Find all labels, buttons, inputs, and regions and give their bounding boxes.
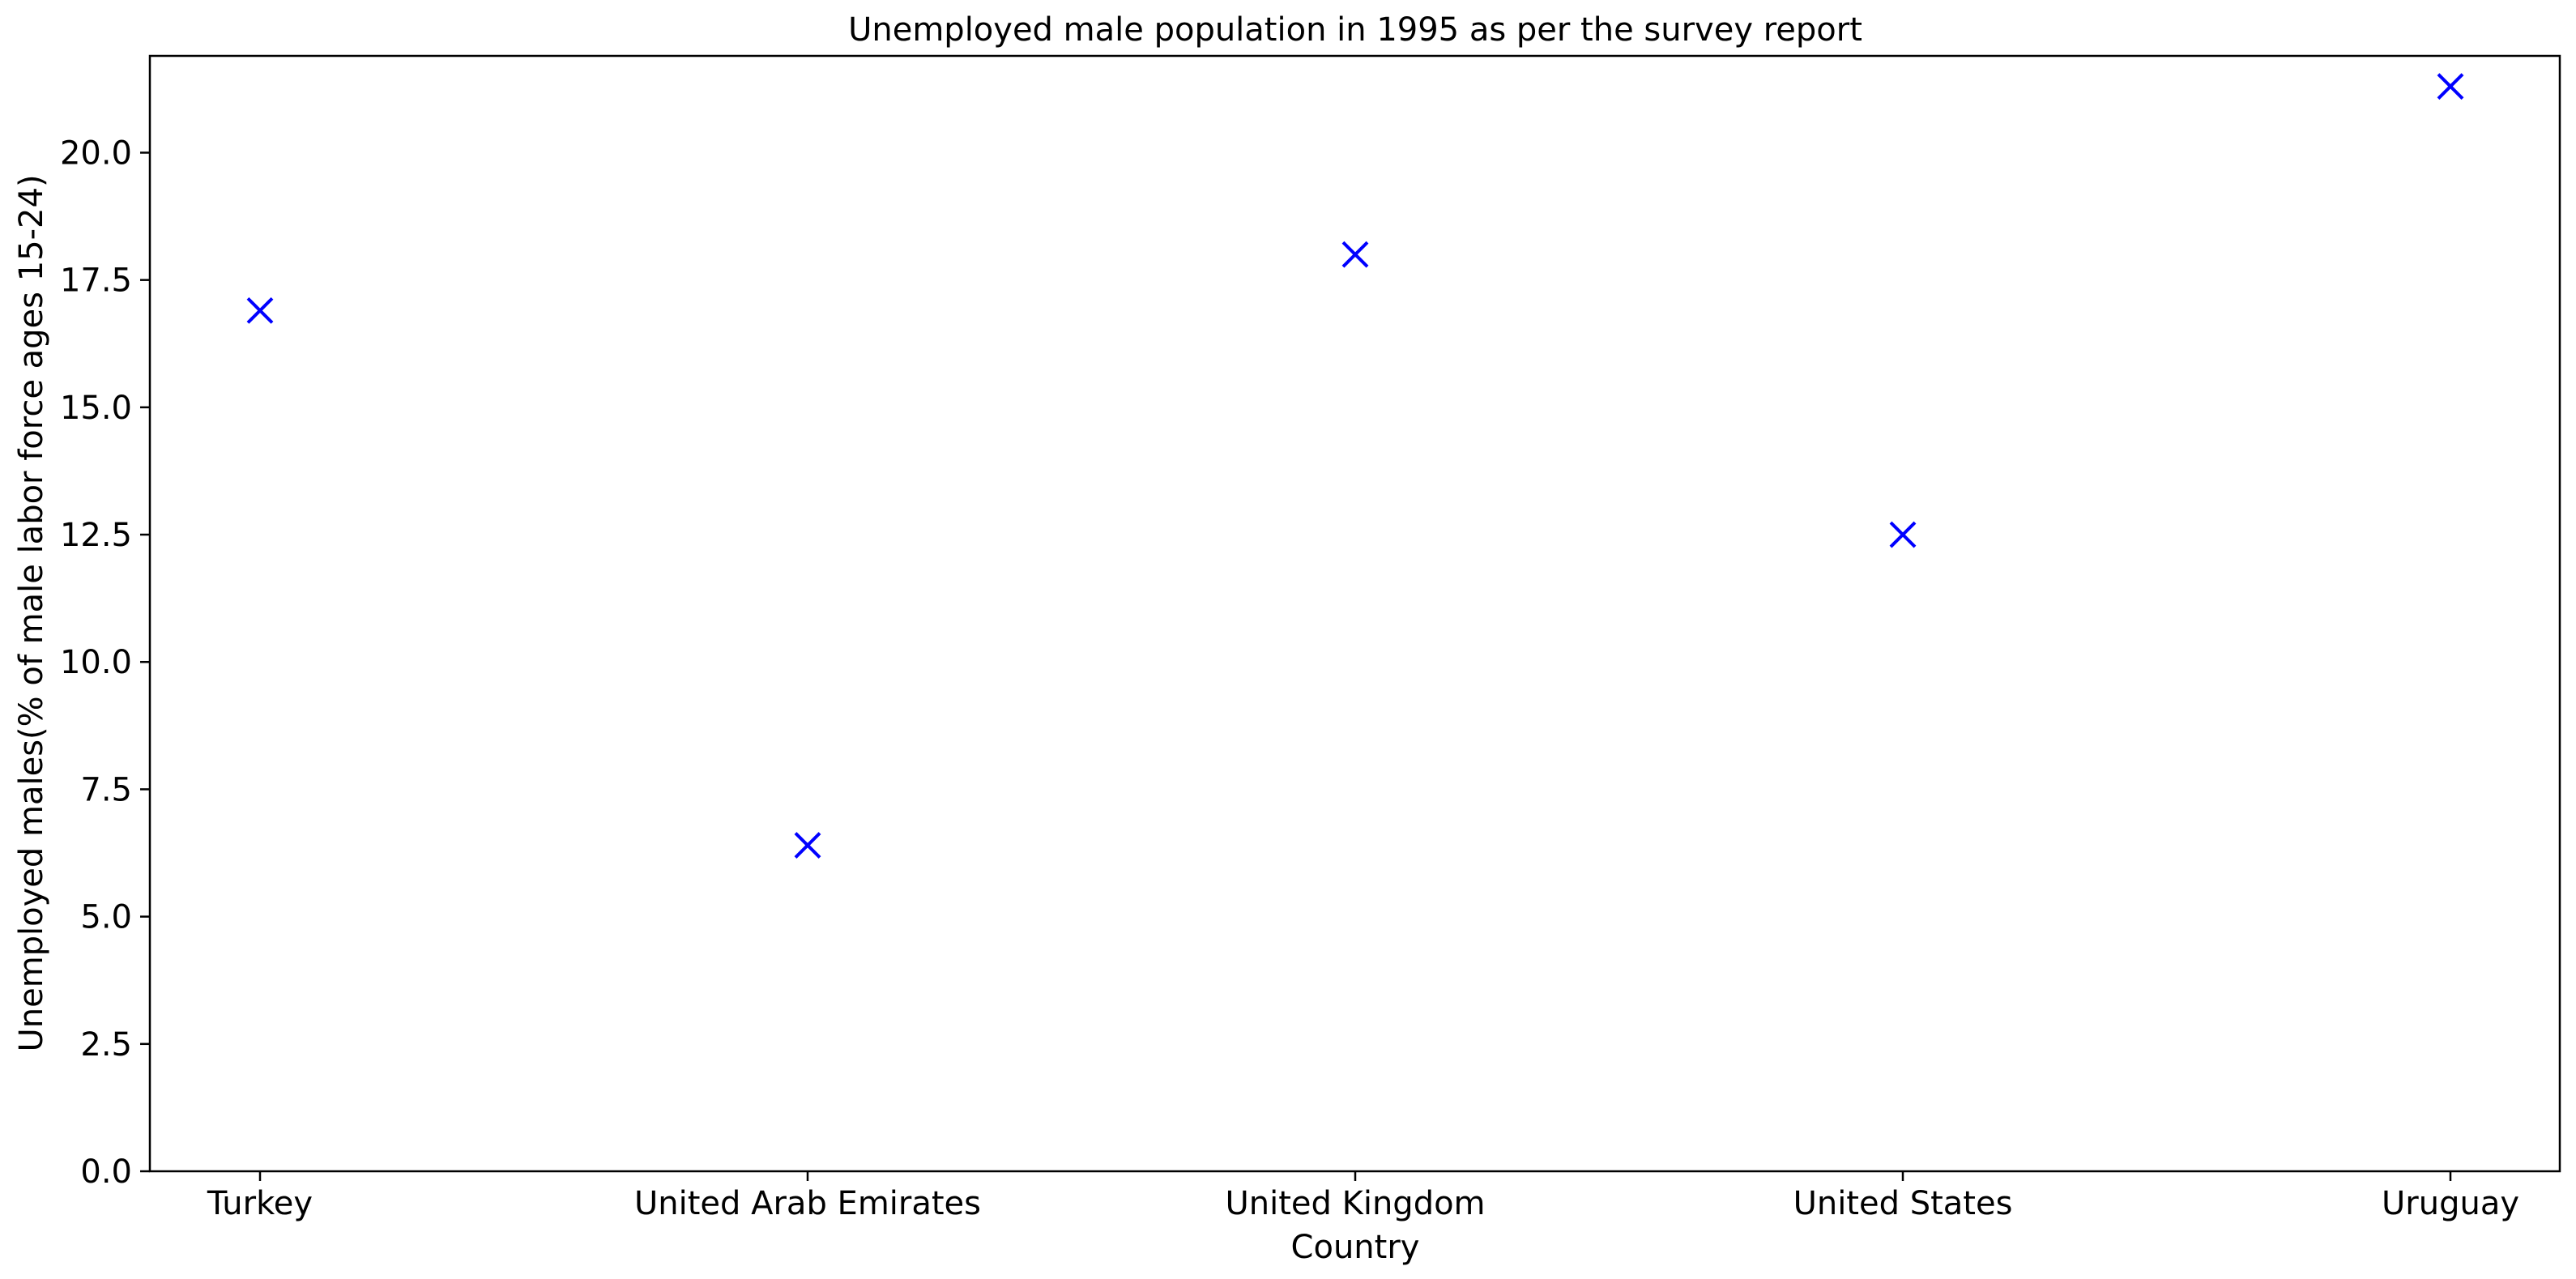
y-axis-label: Unemployed males(% of male labor force a… <box>13 174 50 1051</box>
x-tick-label: United Kingdom <box>1225 1185 1485 1222</box>
y-tick-label: 20.0 <box>60 134 132 172</box>
chart-title: Unemployed male population in 1995 as pe… <box>848 11 1862 49</box>
y-tick-label: 15.0 <box>60 390 132 427</box>
x-tick-label: Uruguay <box>2382 1185 2519 1222</box>
data-point-marker <box>1341 241 1369 268</box>
data-point-marker <box>794 832 821 859</box>
y-tick-label: 5.0 <box>80 899 132 936</box>
plot-frame <box>148 54 2561 1173</box>
x-axis-label: Country <box>1291 1229 1420 1266</box>
x-tick-label: United Arab Emirates <box>634 1185 981 1222</box>
y-tick-label: 7.5 <box>80 771 132 808</box>
x-tick-label: Turkey <box>207 1185 313 1222</box>
y-tick-label: 12.5 <box>60 517 132 554</box>
data-points <box>246 73 2464 859</box>
y-tick-label: 17.5 <box>60 262 132 300</box>
y-tick-label: 0.0 <box>80 1153 132 1191</box>
y-axis: 0.0 2.5 5.0 7.5 10.0 12.5 15.0 17.5 20.0 <box>60 134 150 1191</box>
data-point-marker <box>246 296 274 324</box>
x-tick-label: United States <box>1793 1185 2013 1222</box>
data-point-marker <box>2437 73 2464 100</box>
y-tick-label: 10.0 <box>60 644 132 681</box>
y-tick-label: 2.5 <box>80 1026 132 1064</box>
data-point-marker <box>1889 521 1917 548</box>
x-axis: Turkey United Arab Emirates United Kingdom… <box>207 1171 2519 1222</box>
